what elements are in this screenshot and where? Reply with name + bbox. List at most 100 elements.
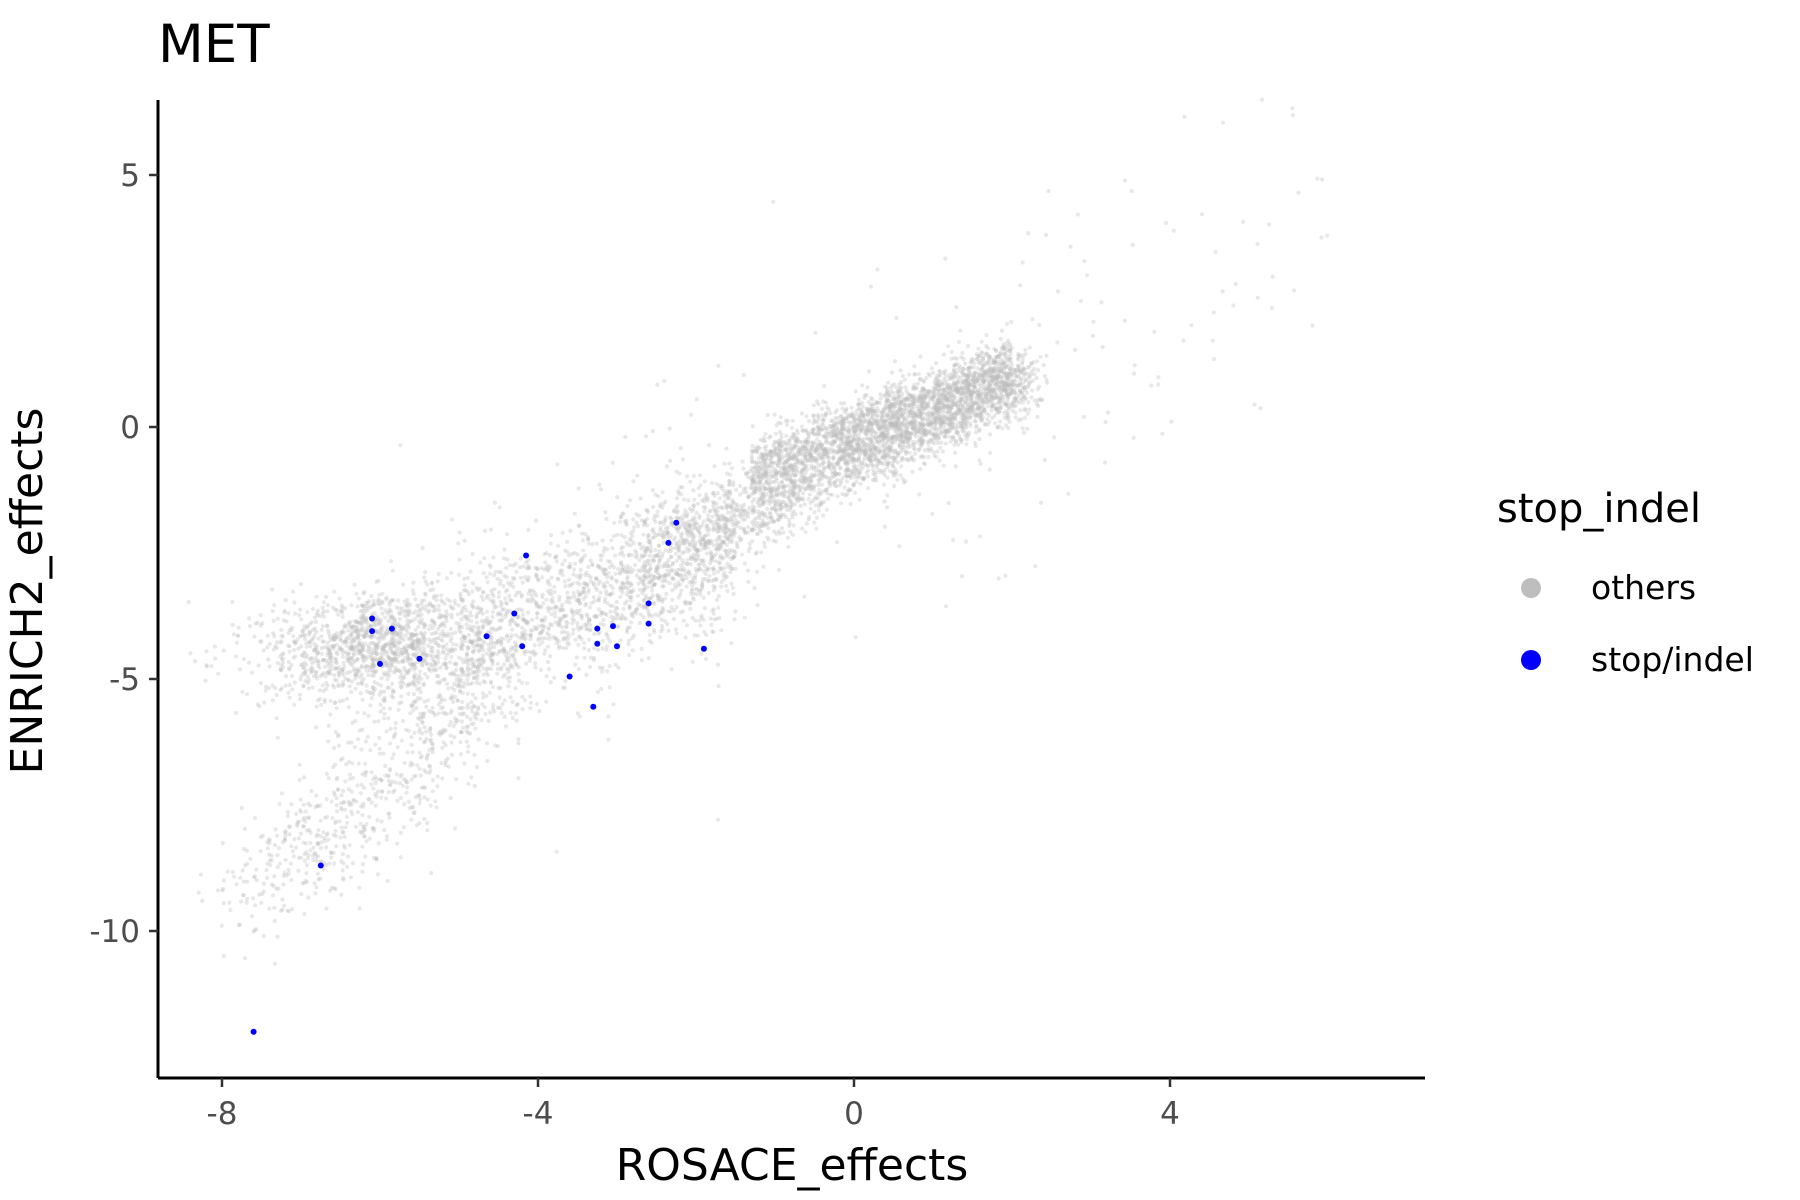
point-others — [863, 454, 868, 459]
point-others — [825, 405, 830, 410]
point-others — [822, 466, 827, 471]
point-others — [444, 642, 449, 647]
point-others — [933, 410, 939, 415]
point-others — [912, 447, 917, 452]
point-others — [933, 361, 939, 366]
point-others — [752, 586, 757, 591]
point-others — [898, 421, 903, 426]
point-others — [982, 373, 987, 378]
point-others — [784, 471, 789, 476]
point-others — [900, 392, 905, 397]
point-others — [691, 488, 696, 493]
point-others — [449, 570, 454, 575]
point-others — [755, 569, 760, 575]
point-others — [899, 434, 904, 439]
point-others — [907, 435, 912, 440]
point-others — [698, 534, 703, 539]
point-others — [831, 456, 836, 461]
point-others — [680, 516, 685, 521]
point-others — [650, 573, 656, 578]
point-others — [870, 477, 876, 482]
point-others — [1011, 382, 1017, 387]
point-others — [790, 515, 795, 520]
point-others — [983, 378, 988, 383]
point-others — [744, 471, 749, 476]
point-others — [776, 487, 781, 492]
point-others — [898, 449, 903, 454]
point-others — [854, 479, 859, 485]
point-others — [723, 535, 728, 540]
point-others — [746, 525, 751, 530]
point-others — [751, 479, 756, 484]
point-others — [999, 352, 1004, 357]
point-others — [866, 463, 871, 469]
point-others — [892, 416, 897, 421]
point-others — [972, 382, 977, 387]
point-others — [820, 455, 825, 460]
point-others — [862, 395, 867, 400]
point-others — [313, 619, 318, 625]
point-others — [791, 489, 796, 494]
point-others — [679, 492, 684, 497]
point-others — [892, 466, 898, 471]
point-others — [777, 485, 782, 490]
point-others — [772, 479, 777, 484]
point-others — [1012, 396, 1017, 401]
point-others — [989, 405, 995, 410]
point-others — [835, 416, 840, 421]
point-others — [786, 489, 791, 494]
point-others — [655, 509, 660, 514]
point-others — [869, 437, 874, 443]
point-others — [929, 446, 934, 452]
point-others — [796, 491, 801, 496]
point-others — [720, 526, 725, 532]
point-others — [992, 346, 997, 351]
chart-title: MET — [158, 14, 270, 75]
point-others — [798, 487, 803, 492]
point-others — [879, 460, 884, 465]
point-others — [918, 405, 923, 410]
point-others — [906, 440, 911, 445]
point-others — [863, 442, 869, 447]
point-others — [956, 389, 961, 394]
point-others — [808, 454, 813, 459]
point-others — [977, 436, 982, 442]
point-others — [837, 455, 843, 460]
point-others — [742, 508, 748, 513]
point-others — [922, 422, 927, 427]
point-others — [746, 494, 751, 499]
point-others — [838, 478, 844, 483]
point-others — [976, 392, 981, 397]
point-others — [917, 415, 922, 420]
point-others — [980, 414, 985, 419]
point-others — [869, 440, 874, 445]
point-others — [967, 373, 972, 378]
point-others — [723, 492, 728, 497]
point-others — [926, 390, 932, 395]
point-others — [907, 435, 912, 440]
point-others — [859, 450, 865, 455]
point-others — [691, 503, 696, 508]
point-others — [776, 503, 782, 508]
point-others — [996, 381, 1001, 386]
point-others — [748, 476, 753, 481]
point-others — [893, 400, 898, 405]
point-others — [910, 411, 915, 416]
point-others — [825, 496, 831, 501]
point-others — [806, 483, 811, 488]
point-others — [1023, 352, 1028, 357]
point-others — [830, 470, 835, 475]
point-others — [905, 412, 910, 417]
point-others — [792, 473, 798, 478]
point-others — [430, 705, 435, 711]
point-others — [832, 480, 838, 485]
point-others — [978, 373, 983, 378]
point-others — [936, 411, 941, 417]
point-others — [968, 421, 973, 426]
point-others — [843, 436, 848, 441]
point-others — [966, 404, 971, 409]
point-others — [877, 468, 882, 473]
point-others — [900, 432, 905, 437]
point-others — [400, 658, 406, 663]
point-others — [380, 591, 385, 597]
